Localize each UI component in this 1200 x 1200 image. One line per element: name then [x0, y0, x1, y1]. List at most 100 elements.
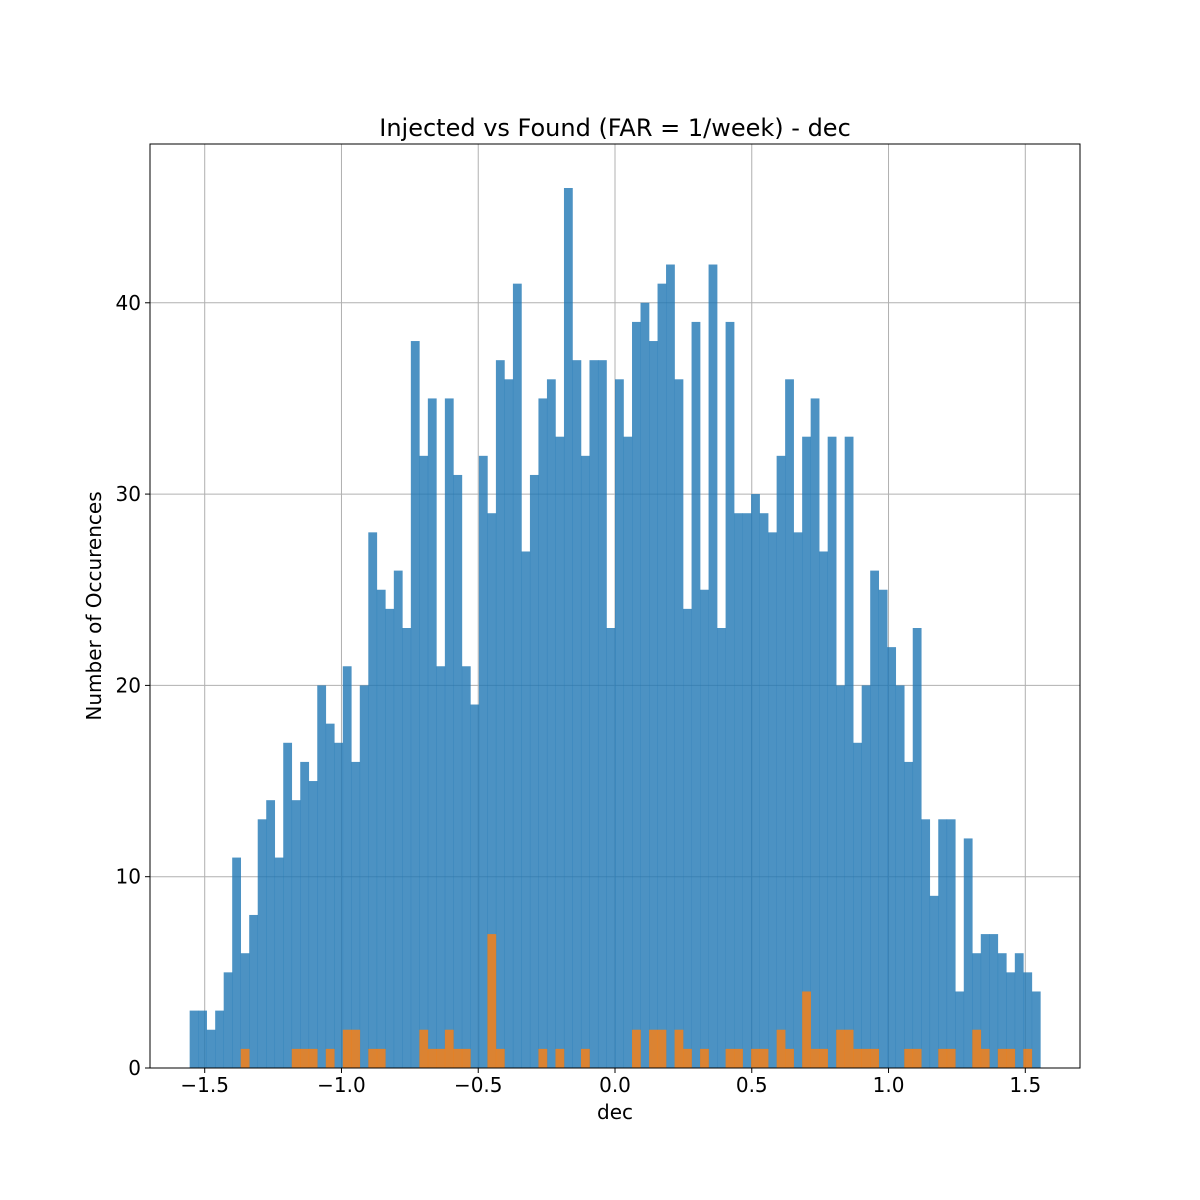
histogram-bar-series-1	[657, 283, 667, 1068]
x-tick-label: −1.5	[180, 1073, 229, 1097]
histogram-bar-series-2	[240, 1048, 250, 1068]
histogram-bar-series-1	[734, 513, 743, 1068]
histogram-bar-series-1	[419, 455, 429, 1069]
histogram-bar-series-1	[232, 857, 242, 1068]
x-tick-label: 0.0	[599, 1073, 631, 1097]
histogram-bar-series-1	[376, 589, 386, 1068]
histogram-bar-series-2	[436, 1048, 446, 1068]
histogram-bar-series-1	[478, 455, 488, 1069]
histogram-bar-series-1	[683, 608, 692, 1068]
histogram-bar-series-1	[487, 513, 497, 1068]
y-tick-label: 40	[116, 291, 141, 315]
x-tick-label: −1.0	[317, 1073, 366, 1097]
histogram-bar-series-1	[436, 666, 446, 1068]
histogram-bar-series-1	[461, 666, 471, 1068]
histogram-bar-series-2	[912, 1048, 922, 1068]
histogram-bar-series-1	[470, 704, 480, 1068]
histogram-bar-series-1	[674, 379, 684, 1069]
histogram-bar-series-1	[929, 895, 939, 1068]
histogram-bar-series-1	[938, 819, 948, 1068]
histogram-bar-series-1	[606, 628, 616, 1068]
histogram-bar-series-1	[1023, 972, 1033, 1068]
histogram-bar-series-2	[419, 1029, 429, 1068]
histogram-bar-series-1	[189, 1010, 199, 1068]
histogram-bar-series-1	[410, 341, 420, 1069]
histogram-bar-series-2	[1006, 1048, 1016, 1068]
histogram-bar-series-1	[912, 628, 922, 1068]
histogram-bar-series-1	[776, 455, 786, 1069]
histogram-bar-series-1	[725, 321, 735, 1068]
histogram-bar-series-1	[597, 360, 607, 1068]
histogram-bar-series-1	[546, 379, 556, 1069]
x-tick-label: 1.5	[1009, 1073, 1041, 1097]
histogram-bar-series-1	[691, 321, 701, 1068]
histogram-bar-series-2	[946, 1048, 956, 1068]
histogram-bar-series-1	[317, 685, 327, 1068]
histogram-bar-series-1	[512, 283, 522, 1068]
histogram-bar-series-1	[300, 761, 310, 1068]
y-axis-ticks: 0 10 20 30 40	[116, 291, 150, 1080]
histogram-bar-series-2	[997, 1048, 1007, 1068]
histogram-bar-series-1	[793, 532, 803, 1068]
histogram-bar-series-2	[844, 1029, 854, 1068]
histogram-bar-series-1	[385, 608, 395, 1068]
histogram-bar-series-1	[887, 647, 897, 1068]
histogram-bar-series-1	[563, 188, 573, 1068]
histogram-bar-series-1	[649, 341, 658, 1069]
histogram-bar-series-1	[615, 379, 624, 1069]
histogram-bar-series-1	[308, 781, 318, 1068]
histogram-bar-series-1	[623, 436, 633, 1068]
histogram-bar-series-1	[853, 742, 862, 1068]
histogram-bar-series-1	[495, 360, 505, 1068]
y-tick-label: 30	[116, 482, 141, 506]
histogram-bar-series-1	[215, 1010, 224, 1068]
histogram-bar-series-1	[589, 360, 599, 1068]
histogram-bar-series-2	[980, 1048, 990, 1068]
histogram-bar-series-1	[555, 436, 565, 1068]
histogram-bar-series-1	[1006, 972, 1016, 1068]
histogram-bar-series-1	[666, 264, 675, 1068]
histogram-bar-series-1	[368, 532, 378, 1068]
histogram-bar-series-2	[444, 1029, 454, 1068]
histogram-bar-series-2	[819, 1048, 828, 1068]
x-tick-label: 0.5	[736, 1073, 768, 1097]
histogram-bar-series-1	[632, 321, 641, 1068]
histogram-bar-series-2	[453, 1048, 463, 1068]
x-axis-ticks: −1.5 −1.0 −0.5 0.0 0.5 1.0 1.5	[180, 1068, 1041, 1097]
histogram-bar-series-1	[504, 379, 514, 1069]
histogram-bar-series-2	[861, 1048, 871, 1068]
histogram-bar-series-1	[708, 264, 718, 1068]
histogram-bar-series-1	[538, 398, 548, 1068]
histogram-bar-series-1	[359, 685, 369, 1068]
y-tick-label: 20	[116, 673, 141, 697]
histogram-bar-series-2	[870, 1048, 880, 1068]
histogram-bar-series-1	[904, 761, 914, 1068]
y-tick-label: 0	[128, 1056, 141, 1080]
histogram-bar-series-1	[844, 436, 854, 1068]
histogram-bar-series-1	[878, 589, 888, 1068]
histogram-bar-series-1	[827, 436, 837, 1068]
x-tick-label: 1.0	[873, 1073, 905, 1097]
histogram-bar-series-1	[759, 513, 769, 1068]
histogram-bar-series-2	[461, 1048, 471, 1068]
histogram-bar-series-1	[351, 761, 361, 1068]
histogram-bar-series-1	[1031, 991, 1041, 1068]
histogram-bar-series-2	[674, 1029, 684, 1068]
histogram-bar-series-1	[921, 819, 931, 1068]
histogram-bar-series-1	[580, 455, 590, 1069]
histogram-bar-series-1	[521, 551, 531, 1068]
histogram-bar-series-2	[759, 1048, 769, 1068]
histogram-bar-series-1	[1014, 953, 1024, 1068]
histogram-bar-series-1	[810, 398, 820, 1068]
histogram-bar-series-2	[308, 1048, 318, 1068]
histogram-bar-series-1	[946, 819, 956, 1068]
histogram-bar-series-1	[402, 628, 412, 1068]
histogram-bar-series-1	[342, 666, 352, 1068]
histogram-bar-series-2	[632, 1029, 641, 1068]
histogram-bar-series-2	[538, 1048, 548, 1068]
histogram-bar-series-2	[904, 1048, 914, 1068]
histogram-bar-series-2	[751, 1048, 760, 1068]
histogram-bar-series-2	[700, 1048, 709, 1068]
histogram-bar-series-2	[291, 1048, 301, 1068]
